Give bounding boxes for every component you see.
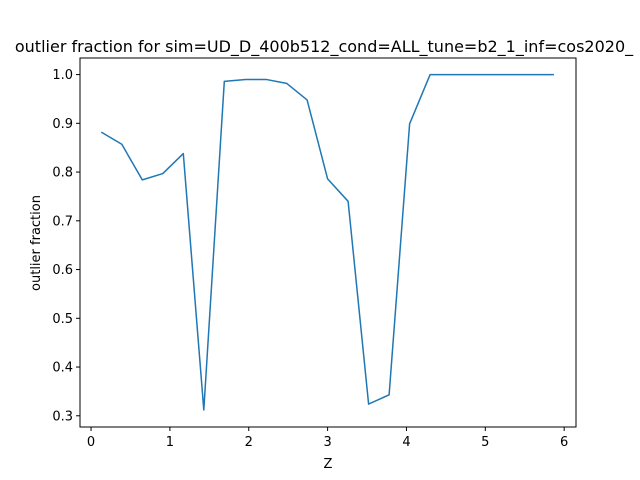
y-tick-label: 0.8 (52, 166, 73, 181)
x-tick-label: 6 (560, 435, 568, 450)
y-tick-label: 0.7 (52, 214, 73, 229)
chart-title: outlier fraction for sim=UD_D_400b512_co… (15, 37, 634, 57)
x-tick-label: 1 (166, 435, 174, 450)
x-axis-label: Z (324, 457, 333, 472)
plot-area (100, 73, 554, 411)
y-tick-label: 0.9 (52, 117, 73, 132)
x-tick-label: 5 (481, 435, 489, 450)
x-tick-label: 4 (402, 435, 410, 450)
y-tick-label: 0.3 (52, 409, 73, 424)
x-axis: 0 1 2 3 4 5 6 (87, 427, 568, 450)
axes-frame (79, 57, 577, 428)
y-tick-label: 0.6 (52, 263, 73, 278)
x-tick-label: 3 (323, 435, 331, 450)
series-line-0 (100, 73, 554, 411)
y-tick-label: 0.5 (52, 312, 73, 327)
y-axis-label: outlier fraction (29, 195, 44, 291)
y-tick-label: 0.4 (52, 361, 73, 376)
x-tick-label: 2 (245, 435, 253, 450)
y-tick-label: 1.0 (52, 68, 73, 83)
y-axis: 0.3 0.4 0.5 0.6 0.7 0.8 0.9 1.0 (52, 68, 80, 424)
x-tick-label: 0 (87, 435, 95, 450)
